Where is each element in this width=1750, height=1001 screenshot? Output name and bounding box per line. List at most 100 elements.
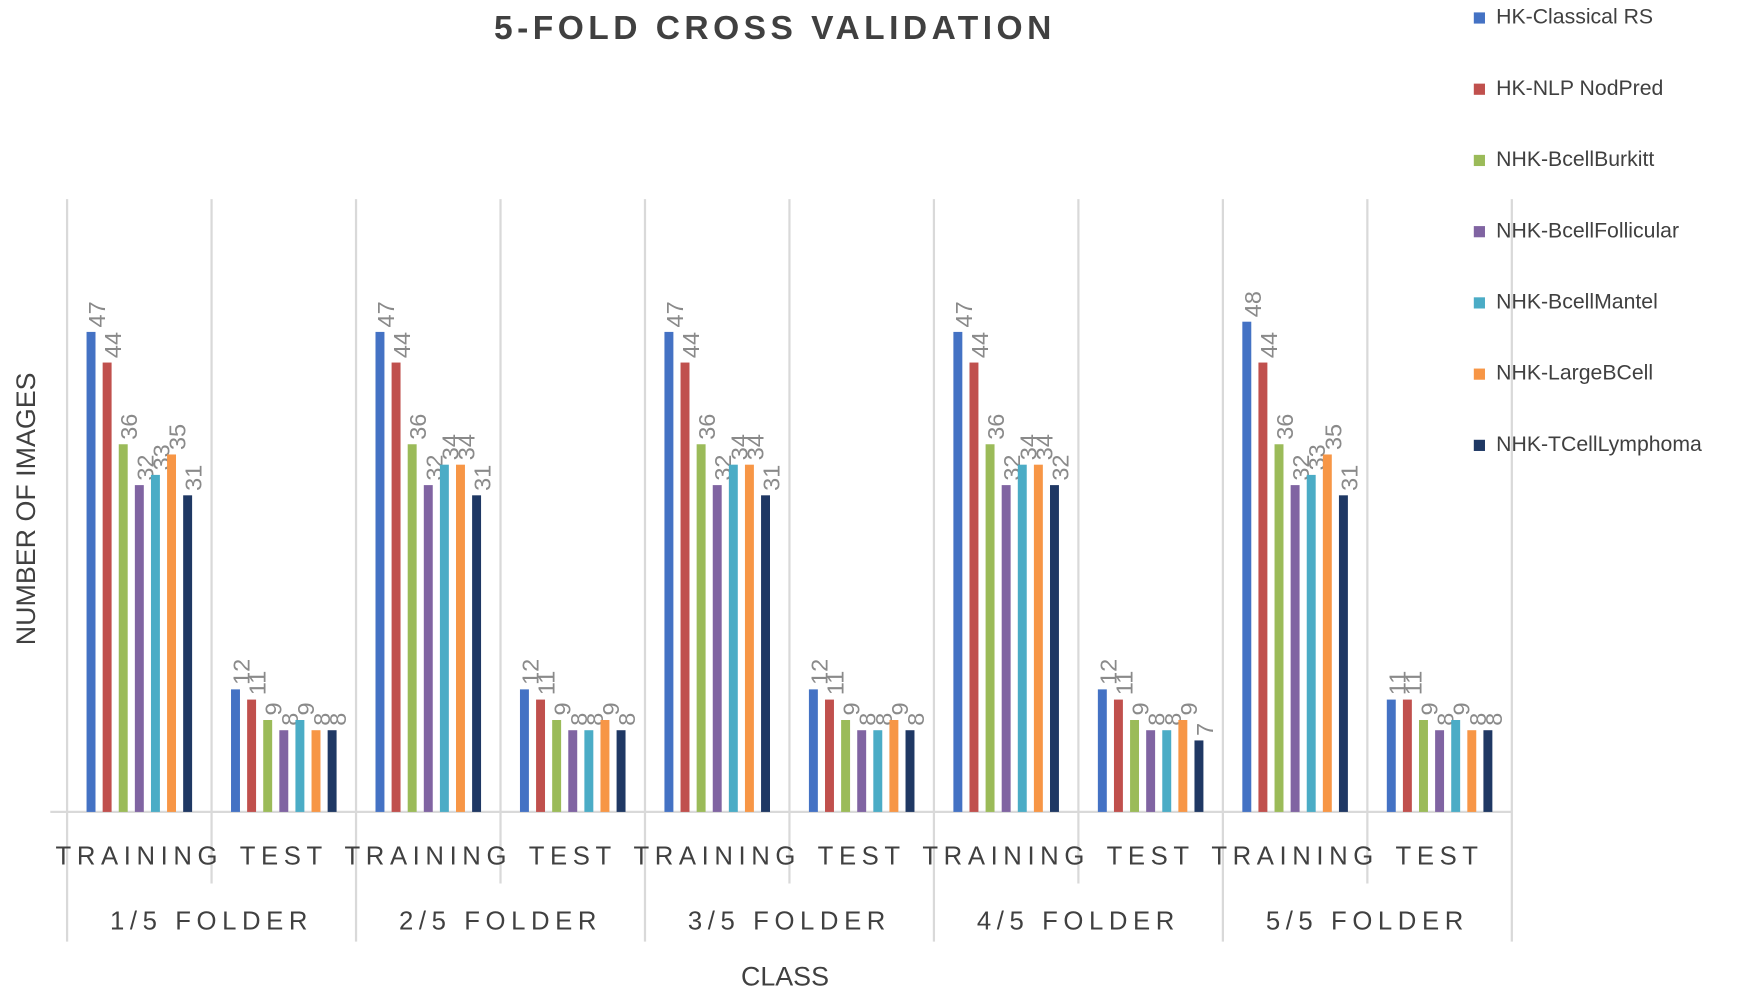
bar — [519, 689, 529, 812]
data-label: 9 — [293, 702, 319, 715]
data-label: 9 — [261, 702, 287, 715]
bar — [247, 699, 257, 812]
data-label: 36 — [116, 414, 142, 440]
data-label: 44 — [389, 332, 415, 358]
bar — [279, 730, 289, 812]
data-label: 12 — [229, 659, 255, 685]
data-label: 8 — [614, 713, 640, 726]
data-label: 48 — [1240, 291, 1266, 317]
bar — [808, 689, 818, 812]
data-label: 8 — [566, 713, 592, 726]
x-tick-label: TRAINING — [922, 843, 1090, 871]
bar — [1178, 720, 1188, 812]
data-label: 8 — [1481, 713, 1507, 726]
data-label: 9 — [598, 702, 624, 715]
bar — [1467, 730, 1477, 812]
bar — [1017, 464, 1027, 812]
data-label: 31 — [181, 465, 207, 491]
data-label: 9 — [1176, 702, 1202, 715]
data-label: 31 — [759, 465, 785, 491]
bar — [423, 485, 433, 812]
bar — [1146, 730, 1156, 812]
legend-swatch — [1473, 226, 1485, 238]
x-tick-label: TEST — [529, 843, 617, 871]
data-label: 36 — [694, 414, 720, 440]
bar — [456, 464, 465, 812]
data-label: 11 — [823, 671, 849, 695]
data-label: 12 — [806, 659, 832, 685]
data-label: 47 — [84, 301, 110, 327]
bar — [857, 730, 867, 812]
bar — [568, 730, 578, 812]
data-label: 9 — [839, 702, 865, 715]
bar — [231, 689, 240, 812]
bar — [1386, 699, 1396, 812]
legend-label: NHK-BcellBurkitt — [1496, 147, 1654, 171]
bar — [1402, 699, 1412, 812]
bar — [1130, 720, 1140, 812]
data-label: 11 — [245, 671, 271, 695]
bar — [391, 362, 401, 812]
legend-label: NHK-TCellLymphoma — [1496, 432, 1702, 456]
group-label: 3/5 FOLDER — [688, 907, 891, 935]
x-tick-label: TEST — [1107, 843, 1195, 871]
bar — [472, 495, 482, 812]
x-axis-label: CLASS — [741, 962, 829, 992]
data-label: 34 — [1015, 434, 1041, 460]
bar — [552, 720, 562, 812]
bar — [969, 362, 979, 812]
data-label: 8 — [1144, 713, 1170, 726]
bar — [1001, 485, 1011, 812]
x-tick-label: TEST — [1396, 843, 1484, 871]
bar — [295, 720, 305, 812]
bar — [183, 495, 193, 812]
bar — [375, 331, 385, 812]
legend-swatch — [1473, 297, 1485, 309]
data-label: 31 — [470, 465, 496, 491]
data-label: 36 — [405, 414, 431, 440]
bar — [825, 699, 834, 812]
x-tick-label: TRAINING — [56, 843, 224, 871]
bar — [1290, 485, 1300, 812]
bar — [167, 454, 177, 812]
bar — [841, 720, 851, 812]
data-label: 35 — [165, 424, 191, 450]
data-label: 34 — [1031, 434, 1057, 460]
data-label: 7 — [1192, 723, 1218, 736]
data-label: 11 — [534, 671, 560, 695]
bar — [150, 474, 160, 812]
bar — [1162, 730, 1172, 812]
legend-label: HK-NLP NodPred — [1496, 76, 1663, 100]
bar — [905, 730, 915, 812]
bar — [118, 444, 128, 812]
legend-label: NHK-LargeBCell — [1496, 361, 1653, 385]
bar — [761, 495, 770, 812]
data-label: 47 — [951, 301, 977, 327]
bar — [1194, 740, 1204, 812]
bar — [311, 730, 321, 812]
bar — [680, 362, 690, 812]
bar — [1419, 720, 1428, 812]
data-label: 34 — [726, 434, 752, 460]
data-label: 31 — [1336, 465, 1362, 491]
data-label: 47 — [373, 301, 399, 327]
data-label: 9 — [887, 702, 913, 715]
bar — [1258, 362, 1268, 812]
data-label: 12 — [1095, 659, 1121, 685]
bar — [616, 730, 626, 812]
bar — [327, 730, 337, 812]
data-label: 11 — [1384, 671, 1410, 695]
bar — [1050, 485, 1059, 812]
x-tick-label: TRAINING — [633, 843, 801, 871]
legend-swatch — [1473, 368, 1485, 380]
bar — [439, 464, 449, 812]
bar — [407, 444, 417, 812]
bar — [712, 485, 722, 812]
bar — [584, 730, 594, 812]
data-label: 32 — [1048, 455, 1074, 481]
bar — [1306, 474, 1316, 812]
group-label: 2/5 FOLDER — [399, 907, 602, 935]
data-label: 47 — [662, 301, 688, 327]
group-label: 5/5 FOLDER — [1266, 907, 1469, 935]
